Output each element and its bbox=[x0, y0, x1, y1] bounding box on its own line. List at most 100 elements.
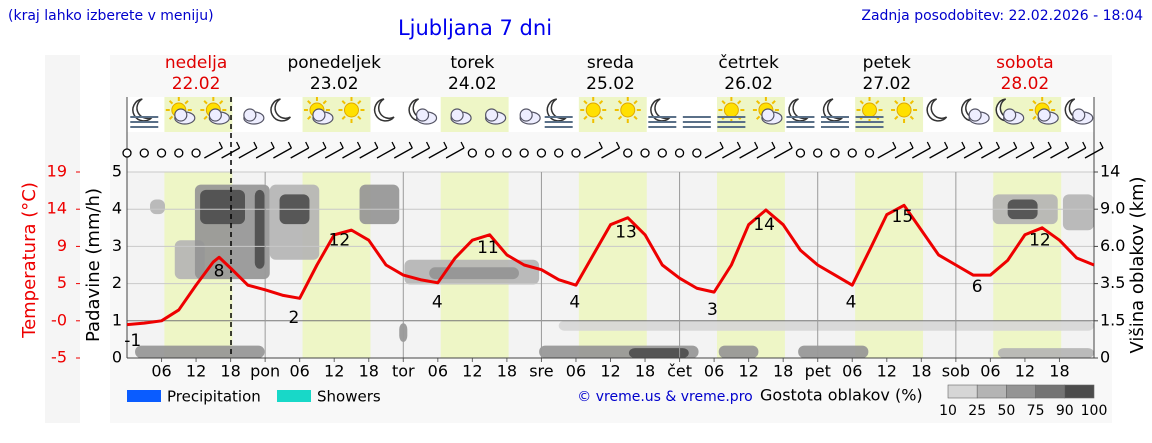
x-tick-label: pet bbox=[805, 362, 831, 381]
sun-ray bbox=[721, 100, 726, 105]
cloud-layer bbox=[359, 184, 400, 225]
sun-ray bbox=[307, 115, 312, 120]
temp-label: 12 bbox=[329, 230, 351, 250]
cloud-layer bbox=[429, 267, 519, 280]
wind-barb bbox=[305, 141, 310, 149]
wind-calm bbox=[519, 148, 529, 158]
sun bbox=[723, 102, 739, 118]
sun-ray bbox=[1047, 100, 1053, 105]
y-tick-label: 2 bbox=[112, 273, 122, 292]
wind-barb bbox=[1099, 141, 1104, 149]
day-date: 23.02 bbox=[310, 74, 359, 94]
wind-calm bbox=[502, 148, 512, 158]
wind-barb bbox=[788, 141, 793, 149]
wind-barb bbox=[978, 141, 983, 149]
wind-barb bbox=[771, 141, 776, 149]
sun bbox=[343, 102, 359, 118]
temp-label: -1 bbox=[124, 331, 141, 351]
sun-ray bbox=[875, 100, 880, 105]
cloud-legend-box bbox=[976, 384, 1007, 399]
wind-barb bbox=[754, 141, 759, 149]
wind-barb bbox=[1030, 141, 1035, 149]
legend-swatch bbox=[277, 390, 311, 402]
y2-tick-label: 9.0 bbox=[1100, 199, 1125, 218]
weather-icon bbox=[243, 108, 265, 125]
day-date: 26.02 bbox=[724, 74, 773, 94]
wind-calm bbox=[484, 148, 495, 158]
wind-calm bbox=[657, 148, 667, 158]
wind-barb bbox=[204, 147, 223, 159]
wind-barb bbox=[359, 147, 379, 159]
cloud-layer bbox=[628, 348, 689, 358]
wind-barb bbox=[428, 147, 448, 159]
wind-calm bbox=[536, 148, 547, 158]
wind-barb bbox=[411, 147, 430, 159]
wind-barb bbox=[391, 141, 396, 149]
cloud bbox=[761, 108, 775, 122]
wind-barb bbox=[598, 141, 603, 149]
wind-barb bbox=[1047, 141, 1052, 149]
weather-icon bbox=[648, 98, 677, 128]
wind-calm bbox=[571, 148, 581, 158]
wind-barb bbox=[1082, 141, 1087, 149]
sun-ray bbox=[859, 100, 864, 105]
legend-swatch bbox=[127, 390, 161, 402]
cloud bbox=[243, 108, 257, 122]
cloud bbox=[968, 108, 982, 122]
wind-barb bbox=[892, 141, 897, 149]
weather-icon bbox=[926, 98, 948, 122]
temp-tick-label: 5 bbox=[57, 273, 67, 292]
y2-tick-label: 1.5 bbox=[1100, 310, 1125, 329]
wind-calm bbox=[813, 148, 823, 158]
x-tick-label: 18 bbox=[1049, 362, 1069, 381]
update-time: Zadnja posodobitev: 22.02.2026 - 18:04 bbox=[861, 8, 1143, 24]
moon bbox=[373, 98, 395, 122]
wind-barb bbox=[425, 141, 431, 149]
sun-ray bbox=[617, 115, 623, 120]
day-date: 28.02 bbox=[1001, 74, 1050, 94]
sun-ray bbox=[218, 100, 224, 105]
sun-ray bbox=[1032, 100, 1037, 105]
legend-label: Precipitation bbox=[167, 388, 261, 406]
weather-icon bbox=[200, 97, 230, 125]
cloud-layer bbox=[254, 189, 265, 269]
x-tick-label: 12 bbox=[186, 362, 206, 381]
y2-axis-label: Višina oblakov (km) bbox=[1127, 176, 1148, 353]
temp-tick-label: -5 bbox=[51, 348, 67, 367]
wind-barb bbox=[995, 141, 1000, 149]
weather-icon bbox=[338, 97, 365, 123]
sun bbox=[862, 102, 878, 118]
wind-barb bbox=[460, 141, 465, 149]
x-tick-label: 06 bbox=[566, 362, 586, 381]
wind-calm bbox=[139, 148, 149, 158]
wind-barb bbox=[998, 147, 1017, 159]
wind-barb bbox=[236, 141, 241, 149]
cloud bbox=[1072, 108, 1086, 122]
cloud bbox=[1037, 108, 1051, 122]
wind-barb bbox=[1067, 147, 1087, 159]
sun-ray bbox=[203, 115, 208, 120]
sun-ray bbox=[168, 100, 174, 105]
sun bbox=[620, 102, 636, 118]
cloud-legend-label: 25 bbox=[968, 403, 986, 419]
x-tick-label: 18 bbox=[773, 362, 793, 381]
wind-barb bbox=[961, 141, 966, 149]
x-tick-label: tor bbox=[392, 362, 415, 381]
cloud-legend-box bbox=[947, 384, 978, 399]
wind-calm bbox=[191, 148, 201, 158]
weather-icon bbox=[786, 98, 815, 128]
sun-ray bbox=[598, 115, 604, 120]
weather-icon bbox=[752, 97, 783, 125]
weather-icon bbox=[270, 98, 291, 122]
x-tick-label: 12 bbox=[324, 362, 344, 381]
wind-barb bbox=[443, 141, 448, 149]
note: (kraj lahko izberete v meniju) bbox=[8, 8, 214, 24]
moon bbox=[926, 98, 948, 122]
cloud-legend-label: 50 bbox=[997, 403, 1015, 419]
cloud-legend-label: 75 bbox=[1027, 403, 1045, 419]
y2-tick-label: 3.5 bbox=[1100, 273, 1125, 292]
wind-barb bbox=[253, 141, 258, 149]
sun-ray bbox=[307, 100, 312, 105]
wind-barb bbox=[393, 147, 413, 159]
wind-calm bbox=[674, 148, 685, 158]
